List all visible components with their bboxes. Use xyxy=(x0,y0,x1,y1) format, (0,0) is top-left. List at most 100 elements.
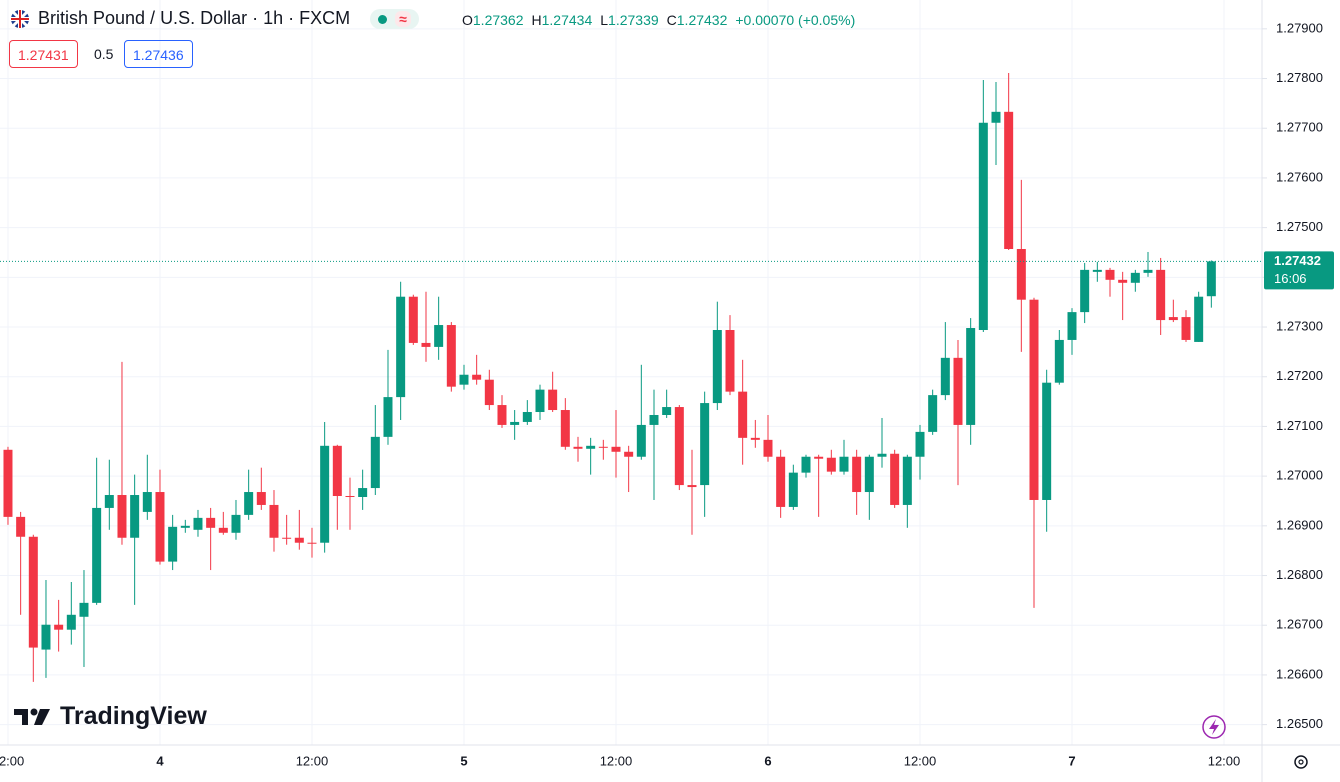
candle-body xyxy=(978,122,988,331)
countdown-label: 16:06 xyxy=(1274,271,1307,286)
candle-body xyxy=(3,449,13,517)
candle-body xyxy=(1206,261,1216,297)
candle-body xyxy=(66,614,76,630)
candle-body xyxy=(687,485,697,488)
candle-body xyxy=(294,537,304,543)
settings-icon[interactable] xyxy=(1294,755,1308,769)
candle-body xyxy=(738,391,748,438)
candle-body xyxy=(560,410,570,447)
candle-body xyxy=(168,526,178,562)
brand-logo[interactable]: TradingView xyxy=(14,702,207,731)
ohlc-key: H xyxy=(531,12,542,28)
candle-body xyxy=(16,516,26,537)
candle-body xyxy=(484,379,494,406)
candle-body xyxy=(750,437,760,440)
candle-body xyxy=(725,330,735,392)
candle-body xyxy=(1080,269,1090,313)
candle-body xyxy=(155,492,165,562)
candle-body xyxy=(206,517,216,528)
y-tick-label: 1.27700 xyxy=(1276,120,1323,135)
change-value: +0.00070 (+0.05%) xyxy=(735,12,856,28)
candle-body xyxy=(256,492,266,505)
ask-box[interactable]: 1.27436 xyxy=(124,40,193,68)
candle-body xyxy=(864,456,874,493)
candle-body xyxy=(852,456,862,493)
candle-body xyxy=(966,328,976,425)
candle-body xyxy=(801,456,811,473)
candle-body xyxy=(649,414,659,425)
candle-body xyxy=(940,357,950,396)
candle-body xyxy=(180,525,190,528)
candle-body xyxy=(54,624,64,630)
candle-body xyxy=(1143,269,1153,273)
candle-body xyxy=(383,397,393,437)
candle-body xyxy=(307,542,317,544)
ohlc-value: 1.27362 xyxy=(472,12,524,28)
candle-body xyxy=(915,431,925,457)
candle-body xyxy=(991,111,1001,123)
settings-icon-core xyxy=(1298,759,1304,765)
candle-body xyxy=(28,536,38,648)
candle-body xyxy=(839,456,849,472)
candle-body xyxy=(535,389,545,413)
candle-body xyxy=(1168,317,1178,321)
candle-body xyxy=(218,527,228,533)
candle-body xyxy=(877,453,887,457)
y-tick-label: 1.26800 xyxy=(1276,567,1323,582)
candle-body xyxy=(548,389,558,411)
candle-body xyxy=(231,514,241,533)
candle-body xyxy=(193,517,203,530)
y-tick-label: 1.26900 xyxy=(1276,517,1323,532)
candle-body xyxy=(522,412,532,422)
candle-body xyxy=(446,325,456,387)
candle-body xyxy=(1156,269,1166,321)
candle-body xyxy=(370,436,380,489)
candle-body xyxy=(928,395,938,432)
candle-body xyxy=(776,456,786,507)
ohlc-value: 1.27339 xyxy=(608,12,659,28)
y-tick-label: 1.27000 xyxy=(1276,468,1323,483)
candle-body xyxy=(636,424,646,457)
lightning-icon[interactable] xyxy=(1202,715,1226,739)
candle-body xyxy=(700,403,710,486)
y-tick-label: 1.27500 xyxy=(1276,219,1323,234)
candle-body xyxy=(269,504,279,538)
status-pill[interactable]: ≈ xyxy=(370,8,419,29)
candle-body xyxy=(332,445,342,497)
candle-body xyxy=(902,456,912,505)
candle-body xyxy=(1105,269,1115,280)
y-tick-label: 1.26500 xyxy=(1276,716,1323,731)
market-open-dot xyxy=(378,14,388,24)
candle-body xyxy=(41,624,51,650)
last-price-tag xyxy=(1264,251,1334,290)
x-tick-label: 4 xyxy=(156,753,164,768)
candle-body xyxy=(421,342,431,347)
delay-icon: ≈ xyxy=(395,10,411,27)
y-tick-label: 1.27800 xyxy=(1276,70,1323,85)
lightning-bolt xyxy=(1209,719,1219,735)
ohlc-key: L xyxy=(600,12,609,28)
candle-body xyxy=(104,495,114,508)
y-tick-label: 1.27300 xyxy=(1276,318,1323,333)
brand-name: TradingView xyxy=(60,702,207,730)
y-tick-label: 1.27200 xyxy=(1276,368,1323,383)
ohlc-value: 1.27434 xyxy=(541,12,593,28)
candle-body xyxy=(1054,339,1064,383)
symbol-title[interactable]: British Pound / U.S. Dollar · 1h · FXCM xyxy=(38,8,351,28)
candle-body xyxy=(890,453,900,505)
flag-icon xyxy=(11,9,29,28)
candle-body xyxy=(1194,296,1204,342)
candle-body xyxy=(142,492,152,512)
candle-body xyxy=(1130,272,1140,283)
candle-body xyxy=(459,374,469,385)
candle-body xyxy=(244,492,254,515)
candle-body xyxy=(598,446,608,448)
last-price-label: 1.27432 xyxy=(1274,253,1321,268)
candle-body xyxy=(624,451,634,457)
candle-body xyxy=(826,457,836,472)
bid-box[interactable]: 1.27431 xyxy=(9,40,78,68)
candle-body xyxy=(130,495,140,538)
candle-body xyxy=(611,446,621,452)
candle-body xyxy=(1118,279,1128,283)
